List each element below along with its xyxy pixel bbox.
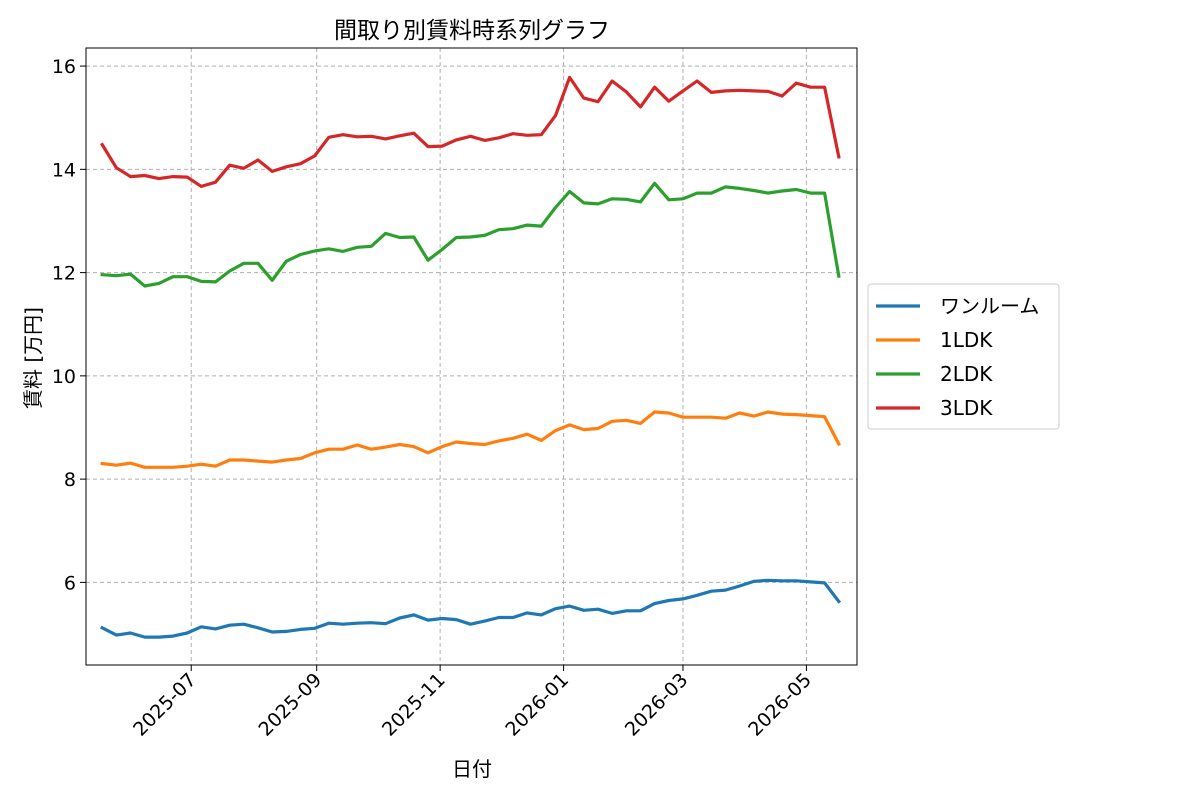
y-axis-ticks: 6 8 10 12 14 16 (52, 56, 86, 594)
y-axis-label: 賃料 [万円] (21, 307, 45, 409)
y-tick-label: 10 (52, 366, 76, 388)
y-tick-label: 12 (52, 263, 76, 285)
plot-area-frame (85, 47, 858, 666)
series-line (100, 578, 842, 639)
series-line (100, 75, 841, 188)
x-axis-ticks: 2025-07 2025-09 2025-11 2026-01 2026-03 2026-… (129, 665, 816, 741)
x-tick-label: 2025-09 (255, 669, 327, 741)
x-tick-label: 2026-03 (621, 669, 693, 741)
x-tick-label: 2026-05 (744, 669, 816, 741)
legend-box (867, 283, 1060, 430)
x-axis-label: 日付 (452, 757, 492, 781)
chart-title: 間取り別賃料時系列グラフ (334, 18, 610, 44)
x-tick-label: 2026-01 (501, 669, 573, 741)
y-tick-label: 6 (64, 572, 76, 594)
legend: ワンルーム 1LDK 2LDK 3LDK (867, 283, 1060, 430)
grid-lines (86, 48, 857, 665)
y-tick-label: 16 (52, 56, 76, 78)
y-tick-label: 8 (64, 469, 76, 491)
x-tick-label: 2025-11 (378, 669, 450, 741)
y-tick-label: 14 (52, 159, 76, 181)
series-line (100, 181, 841, 288)
series-line (100, 410, 841, 469)
legend-label: ワンルーム (940, 294, 1039, 318)
legend-label: 3LDK (940, 396, 993, 420)
series-lines (100, 75, 842, 639)
legend-label: 2LDK (940, 362, 993, 386)
legend-label: 1LDK (940, 328, 993, 352)
x-tick-label: 2025-07 (129, 669, 201, 741)
